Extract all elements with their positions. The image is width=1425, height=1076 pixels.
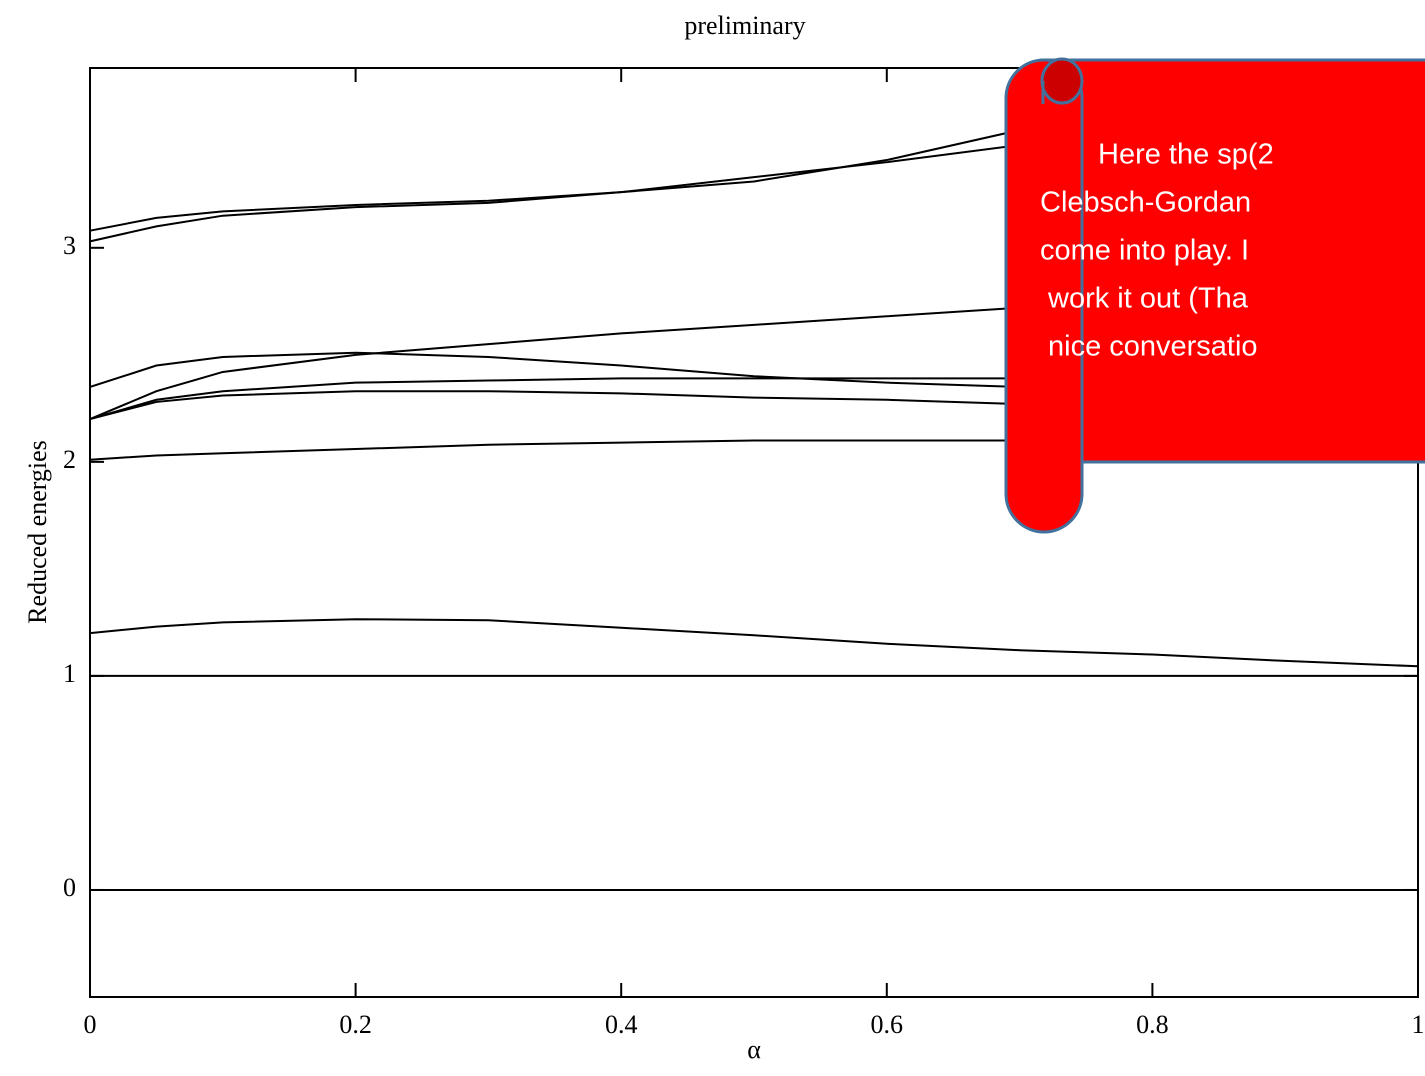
x-tick-label: 0.6 — [871, 1010, 904, 1039]
callout-text: nice conversatio — [1048, 331, 1258, 363]
callout-text: Clebsch-Gordan — [1040, 187, 1251, 219]
x-tick-label: 0.8 — [1136, 1010, 1169, 1039]
x-tick-label: 0 — [84, 1010, 97, 1039]
y-tick-label: 1 — [63, 659, 76, 688]
scroll-roll — [1004, 58, 1084, 534]
scroll-callout — [1004, 57, 1425, 534]
y-tick-label: 0 — [63, 873, 76, 902]
plot-frame — [89, 67, 1419, 998]
scroll-body — [1041, 58, 1425, 464]
callout-text: come into play. I — [1040, 235, 1249, 267]
x-axis-label: α — [747, 1035, 761, 1064]
y-axis-label: Reduced energies — [23, 440, 52, 624]
y-tick-label: 2 — [63, 445, 76, 474]
series-line — [89, 618, 1419, 668]
x-tick-label: 0.2 — [339, 1010, 372, 1039]
scroll-curl — [1040, 57, 1084, 105]
callout-text: work it out (Tha — [1047, 283, 1249, 315]
x-tick-label: 1 — [1412, 1010, 1425, 1039]
callout-text: Here the sp(2 — [1098, 139, 1274, 171]
x-tick-label: 0.4 — [605, 1010, 638, 1039]
chart-title: preliminary — [684, 11, 805, 40]
y-tick-label: 3 — [63, 231, 76, 260]
